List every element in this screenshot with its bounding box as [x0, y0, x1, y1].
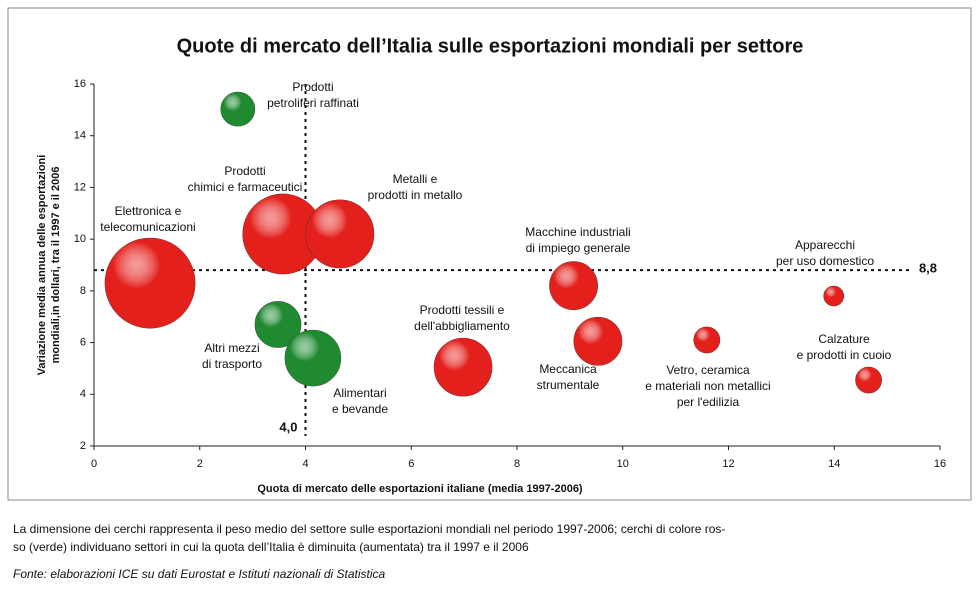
bubble-label: e prodotti in cuoio	[797, 348, 892, 362]
bubble-label: Metalli e	[393, 172, 438, 186]
y-axis-title: mondiali,in dollari, tra il 1997 e il 20…	[50, 167, 62, 364]
y-tick-label: 6	[80, 336, 86, 348]
y-tick-label: 14	[74, 130, 86, 142]
bubble	[305, 199, 375, 269]
y-axis-title: Variazione media annua delle esportazion…	[36, 155, 48, 376]
bubble-label: telecomunicazioni	[100, 220, 195, 234]
x-tick-label: 10	[617, 458, 629, 470]
bubble-label: Meccanica	[539, 362, 597, 376]
bubble-label: per l'edilizia	[677, 395, 740, 409]
bubble-label: Prodotti tessili e	[420, 303, 505, 317]
x-tick-label: 16	[934, 458, 946, 470]
note: so (verde) individuano settori in cui la…	[13, 540, 529, 554]
bubble-label: chimici e farmaceutici	[188, 180, 303, 194]
y-tick-label: 2	[80, 440, 86, 452]
bubble-label: Macchine industriali	[525, 225, 630, 239]
x-tick-label: 0	[91, 458, 97, 470]
bubble-label: strumentale	[537, 378, 600, 392]
bubble-label: Calzature	[818, 332, 870, 346]
y-tick-label: 8	[80, 285, 86, 297]
bubble-label: Alimentari	[333, 386, 386, 400]
bubble-label: Prodotti	[224, 164, 265, 178]
reference-label: 8,8	[919, 261, 937, 276]
bubble	[220, 91, 256, 127]
bubble-label: Vetro, ceramica	[666, 363, 750, 377]
x-tick-label: 8	[514, 458, 520, 470]
y-tick-label: 16	[74, 78, 86, 90]
bubble	[433, 337, 493, 397]
bubble	[284, 329, 342, 387]
chart-title: Quote di mercato dell’Italia sulle espor…	[177, 35, 804, 57]
bubble	[693, 326, 721, 354]
bubble-label: petroliferi raffinati	[267, 96, 359, 110]
bubble-label: prodotti in metallo	[368, 188, 463, 202]
x-tick-label: 6	[408, 458, 414, 470]
bubble-label: Elettronica e	[115, 204, 182, 218]
bubble-label: e materiali non metallici	[645, 379, 770, 393]
y-tick-label: 12	[74, 181, 86, 193]
note: La dimensione dei cerchi rappresenta il …	[13, 522, 725, 536]
frame	[7, 7, 972, 501]
x-axis-title: Quota di mercato delle esportazioni ital…	[257, 483, 583, 495]
reference-label: 4,0	[279, 419, 297, 434]
x-tick-label: 12	[722, 458, 734, 470]
bubble-label: Prodotti	[292, 80, 333, 94]
bubble-label: dell'abbigliamento	[414, 319, 510, 333]
bubble-label: e bevande	[332, 402, 388, 416]
bubble-label: per uso domestico	[776, 254, 874, 268]
y-tick-label: 4	[80, 388, 86, 400]
y-tick-label: 10	[74, 233, 86, 245]
bubble-label: di impiego generale	[526, 241, 631, 255]
bubble-label: di trasporto	[202, 357, 262, 371]
bubble	[855, 366, 882, 394]
bubble	[104, 237, 196, 329]
source: Fonte: elaborazioni ICE su dati Eurostat…	[13, 567, 386, 581]
bubble	[573, 316, 623, 366]
x-tick-label: 4	[302, 458, 308, 470]
bubble	[549, 261, 598, 311]
x-tick-label: 14	[828, 458, 840, 470]
bubble-label: Apparecchi	[795, 238, 855, 252]
bubble	[823, 285, 845, 307]
x-tick-label: 2	[197, 458, 203, 470]
bubble-label: Altri mezzi	[204, 341, 259, 355]
